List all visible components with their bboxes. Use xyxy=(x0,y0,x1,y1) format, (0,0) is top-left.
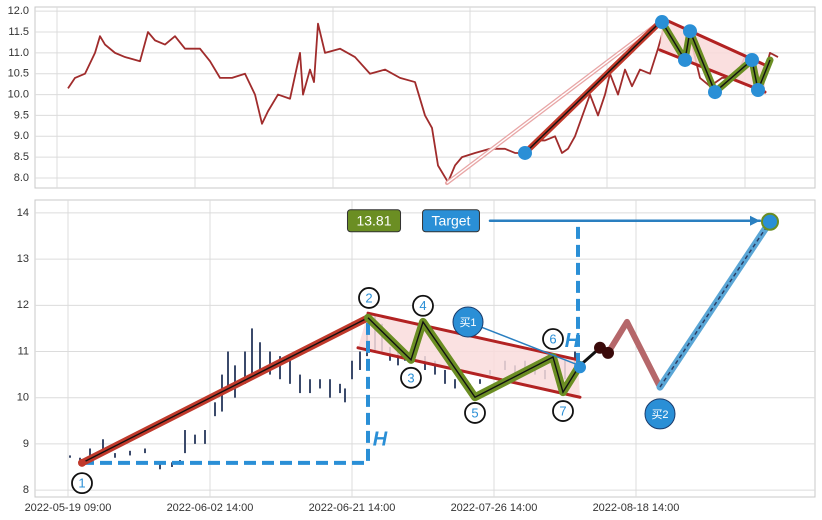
pattern-point xyxy=(78,458,86,467)
candle xyxy=(279,356,281,380)
candle xyxy=(79,457,81,461)
x-tick-label: 2022-06-02 14:00 xyxy=(167,502,254,514)
candle xyxy=(89,448,91,458)
point-number: 5 xyxy=(471,405,478,420)
y-tick-label: 9.0 xyxy=(14,130,29,142)
candle xyxy=(479,379,481,384)
candle xyxy=(299,374,301,394)
point-number-ring xyxy=(358,287,380,309)
candle xyxy=(227,351,229,389)
pattern-point xyxy=(678,52,692,67)
point-number-ring xyxy=(71,472,93,495)
pattern-line-core xyxy=(659,221,771,388)
target-box xyxy=(422,209,480,233)
candle xyxy=(259,342,261,370)
target-label: Target xyxy=(432,212,471,228)
pattern-point xyxy=(518,145,532,160)
point-number-ring xyxy=(552,400,574,422)
pattern-point xyxy=(602,346,614,359)
y-tick-label: 11.0 xyxy=(8,47,29,59)
x-tick-label: 2022-06-21 14:00 xyxy=(309,502,396,514)
pattern-point xyxy=(574,361,586,374)
pattern-point xyxy=(683,24,697,39)
candle xyxy=(289,360,291,384)
candle xyxy=(344,388,346,403)
buy-label: 买2 xyxy=(651,408,668,421)
y-tick-label: 8.0 xyxy=(14,172,29,184)
y-tick-label: 10.5 xyxy=(8,68,29,80)
pattern-point xyxy=(745,52,759,67)
candle xyxy=(269,351,271,375)
candle xyxy=(69,455,71,458)
candle xyxy=(244,351,246,384)
candle xyxy=(159,462,161,470)
pattern-line xyxy=(356,346,582,399)
candle xyxy=(194,434,196,444)
pattern-line xyxy=(605,318,663,391)
buy-bubble xyxy=(452,306,484,338)
pattern-point xyxy=(761,212,779,231)
point-number: 7 xyxy=(559,404,566,419)
point-number: 6 xyxy=(549,331,556,346)
candle xyxy=(184,430,186,454)
candle xyxy=(204,430,206,444)
candle xyxy=(359,351,361,370)
y-tick-label: 12 xyxy=(17,299,29,311)
x-tick-label: 2022-08-18 14:00 xyxy=(593,502,680,514)
target-label: 13.81 xyxy=(356,212,391,228)
point-number: 1 xyxy=(78,476,85,491)
y-tick-label: 12.0 xyxy=(8,5,29,17)
buy-bubble xyxy=(644,398,676,430)
point-number: 3 xyxy=(407,370,414,385)
y-tick-label: 9.5 xyxy=(14,109,29,121)
candle xyxy=(114,453,116,458)
pattern-line xyxy=(658,48,767,94)
candle xyxy=(329,379,331,398)
arrow-head xyxy=(750,215,760,226)
pattern-point xyxy=(655,15,669,30)
candle xyxy=(319,379,321,389)
target-box xyxy=(346,209,402,233)
point-number-ring xyxy=(412,294,434,317)
y-tick-label: 11 xyxy=(18,345,29,357)
pattern-line-core xyxy=(524,19,663,154)
pattern-point xyxy=(708,85,722,100)
candle xyxy=(102,439,104,456)
candle xyxy=(351,360,353,380)
point-number-ring xyxy=(542,328,564,350)
point-number-ring xyxy=(464,402,486,424)
y-tick-label: 11.5 xyxy=(8,26,29,38)
y-tick-label: 8.5 xyxy=(14,151,29,163)
pattern-line-core xyxy=(81,317,369,464)
buy-label: 买1 xyxy=(459,316,476,329)
pattern-point xyxy=(751,82,765,97)
y-tick-label: 13 xyxy=(17,253,29,265)
height-label: H xyxy=(565,330,580,352)
point-number-ring xyxy=(400,366,422,389)
height-label: H xyxy=(373,428,388,450)
pattern-line xyxy=(82,320,370,465)
candle xyxy=(214,402,216,417)
point-number: 4 xyxy=(419,298,426,313)
candle xyxy=(144,448,146,454)
candle xyxy=(339,383,341,394)
pattern-line xyxy=(467,321,579,366)
y-tick-label: 10.0 xyxy=(8,88,29,100)
candle xyxy=(129,450,131,456)
y-tick-label: 8 xyxy=(23,484,29,496)
candle xyxy=(251,328,253,375)
candle xyxy=(444,369,446,384)
point-number: 2 xyxy=(365,290,372,305)
x-tick-label: 2022-07-26 14:00 xyxy=(451,502,538,514)
y-tick-label: 14 xyxy=(17,207,29,219)
candle xyxy=(454,379,456,389)
x-tick-label: 2022-05-19 09:00 xyxy=(25,502,112,514)
y-tick-label: 9 xyxy=(23,438,29,450)
candle xyxy=(434,360,436,375)
pattern-line-core xyxy=(446,19,663,184)
candle xyxy=(309,379,311,394)
pattern-line-core xyxy=(367,317,581,399)
y-tick-label: 10 xyxy=(17,392,29,404)
